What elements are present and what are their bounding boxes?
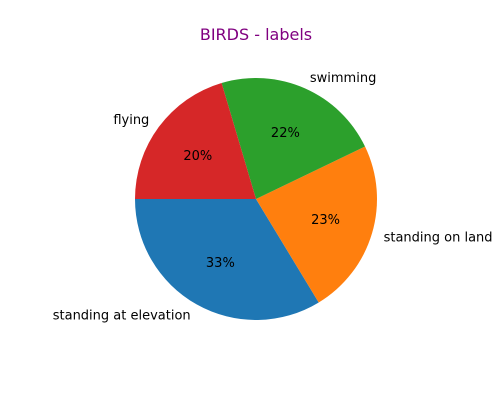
pie-category-label: standing at elevation [53, 308, 191, 323]
pie-category-label: standing on land [384, 230, 493, 245]
pie-slice-standing-on-land [256, 146, 377, 303]
pie-slices [135, 78, 377, 320]
pie-labels: 33% standing at elevation 23% standing on l… [53, 71, 493, 324]
pie-category-label: flying [113, 113, 149, 128]
pie-slice-swimming [221, 78, 366, 199]
pie-slice-flying [135, 83, 256, 199]
chart-title: BIRDS - labels [200, 25, 312, 44]
pie-pct-label: 22% [271, 126, 300, 141]
pie-pct-label: 20% [183, 149, 212, 164]
pie-pct-label: 33% [206, 256, 235, 271]
pie-category-label: swimming [310, 71, 376, 86]
pie-pct-label: 23% [311, 213, 340, 228]
pie-slice-standing-at-elevation [135, 199, 319, 320]
